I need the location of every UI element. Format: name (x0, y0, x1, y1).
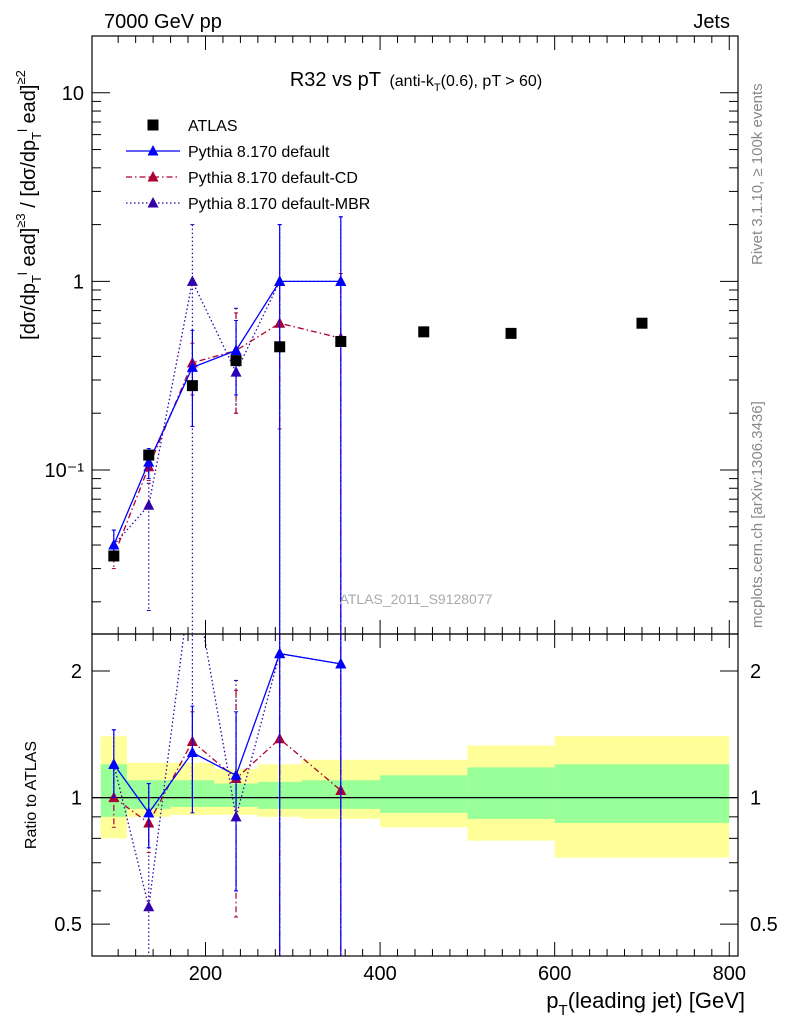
ratio-panel-axes: 0.5 0.5 1 1 2 2 200 400 600 800 (54, 634, 778, 985)
data-point-default (186, 361, 198, 372)
data-point-atlas (274, 341, 286, 353)
legend-label-cd: Pythia 8.170 default-CD (188, 170, 358, 187)
legend-label-mbr: Pythia 8.170 default-MBR (188, 196, 370, 213)
data-point-default (108, 758, 120, 769)
data-point-atlas (636, 317, 648, 329)
series-mbr (108, 216, 347, 634)
main-y-tick-label: 10⁻¹ (45, 460, 85, 482)
ratio-y-tick-label-right: 0.5 (750, 914, 778, 936)
mcplots-reference-label: mcplots.cern.ch [arXiv:1306.3436] (749, 401, 766, 628)
x-axis-label: pT(leading jet) [GeV] (546, 988, 745, 1019)
x-tick-label: 400 (363, 963, 396, 985)
series-line-default (113, 280, 341, 546)
data-point-default (335, 657, 347, 669)
x-tick-label: 200 (189, 963, 222, 985)
data-point-atlas (108, 550, 120, 562)
main-panel-axes: 10⁻¹ 1 10 (45, 35, 738, 634)
main-y-axis-label: [dσ/dpTl ead]≥3 / [dσ/dpTl ead]≥2 (13, 70, 44, 340)
data-point-atlas (505, 327, 517, 339)
data-point-default (108, 539, 120, 550)
x-tick-label: 600 (538, 963, 571, 985)
ratio-y-axis-label: Ratio to ATLAS (23, 741, 40, 849)
series-default (108, 634, 347, 956)
legend-label-atlas: ATLAS (188, 118, 238, 135)
main-y-tick-label: 1 (73, 271, 84, 293)
ratio-y-tick-label-right: 1 (750, 788, 761, 810)
ratio-y-tick-label: 0.5 (54, 914, 82, 936)
series-default (108, 216, 347, 634)
data-point-atlas (143, 449, 155, 461)
data-point-atlas (335, 335, 347, 347)
series-mbr (108, 634, 347, 956)
data-point-mbr (143, 900, 155, 912)
data-point-default (186, 746, 198, 758)
data-point-default (143, 456, 155, 467)
data-point-atlas (230, 355, 242, 367)
legend-marker-atlas (147, 119, 159, 131)
x-tick-label: 800 (713, 963, 746, 985)
data-point-mbr (186, 275, 198, 286)
legend: ATLAS Pythia 8.170 default Pythia 8.170 de… (126, 118, 370, 213)
legend-marker-default (147, 145, 159, 156)
data-point-default (274, 275, 286, 286)
legend-marker-cd (147, 171, 159, 182)
data-point-default (230, 769, 242, 780)
chart-title-main: R32 vs pT (290, 69, 381, 91)
ratio-uncertainty-bands (92, 736, 738, 858)
analysis-category-label: Jets (693, 11, 730, 33)
data-point-atlas (186, 380, 198, 392)
data-point-default (274, 647, 286, 659)
chart-title: R32 vs pT (anti-kT(0.6), pT > 60) (290, 69, 542, 94)
energy-label: 7000 GeV pp (104, 11, 222, 33)
ratio-panel-series (108, 634, 347, 956)
series-line-cd (113, 737, 342, 825)
ratio-y-tick-label: 2 (71, 661, 82, 683)
analysis-watermark: ATLAS_2011_S9128077 (340, 591, 493, 607)
series-line-default (113, 652, 341, 814)
series-line-mbr (113, 634, 341, 907)
data-point-default (335, 275, 347, 286)
ratio-inner-band-bin (380, 775, 468, 813)
rivet-version-label: Rivet 3.1.10, ≥ 100k events (749, 83, 766, 265)
main-y-tick-label: 10 (62, 83, 84, 105)
data-point-atlas (418, 326, 430, 338)
data-point-mbr (143, 499, 155, 510)
main-panel-series (108, 216, 648, 634)
data-point-default (230, 344, 242, 356)
series-line-cd (113, 322, 341, 557)
ratio-inner-band-bin (554, 764, 730, 824)
chart-title-sub: (anti-kT(0.6), pT > 60) (389, 73, 542, 94)
data-point-default (143, 806, 155, 818)
ratio-inner-band-bin (467, 767, 555, 819)
ratio-y-tick-label: 1 (71, 788, 82, 810)
legend-marker-mbr (147, 197, 159, 208)
legend-label-default: Pythia 8.170 default (188, 144, 330, 161)
ratio-y-tick-label-right: 2 (750, 661, 761, 683)
